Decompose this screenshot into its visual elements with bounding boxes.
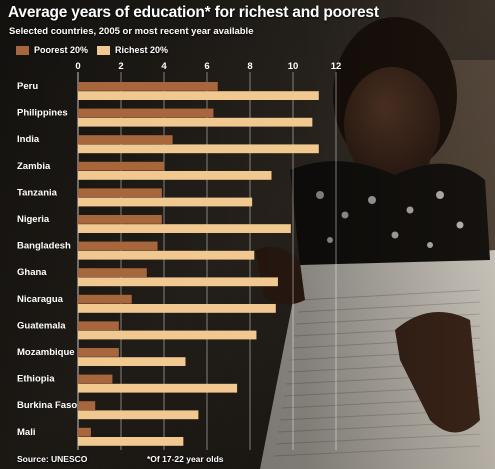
category-label: Ethiopia [17, 374, 55, 385]
bar-poorest [78, 427, 91, 437]
category-label: Tanzania [17, 187, 58, 198]
category-label: Nigeria [17, 214, 50, 225]
bar-poorest [78, 401, 96, 410]
category-label: Mozambique [17, 347, 75, 358]
x-tick-label: 8 [247, 61, 252, 72]
x-tick-label: 0 [75, 61, 80, 72]
x-tick-label: 10 [288, 61, 299, 72]
category-labels: Peru Philippines India Zambia Tanzania Nigeri… [17, 81, 77, 438]
bar-poorest [78, 268, 147, 277]
legend-swatch-poorest [16, 45, 29, 55]
legend-item-richest: Richest 20% [97, 45, 168, 55]
bar-richest [78, 197, 253, 207]
bar-richest [78, 330, 257, 340]
x-axis-ticks: 0 2 4 6 8 10 12 [75, 61, 341, 72]
bar-richest [78, 277, 278, 287]
bar-poorest [78, 108, 214, 118]
bar-poorest [78, 135, 173, 144]
bar-richest [78, 383, 238, 393]
bar-poorest [78, 161, 164, 171]
x-tick-label: 4 [161, 61, 167, 72]
footnote: *Of 17-22 year olds [147, 454, 224, 464]
legend-label-richest: Richest 20% [115, 45, 169, 55]
bar-richest [78, 171, 272, 180]
category-label: Ghana [17, 267, 47, 278]
bar-richest [78, 410, 199, 420]
bar-richest [78, 224, 291, 233]
bar-poorest [78, 215, 162, 224]
category-label: Nicaragua [17, 294, 64, 305]
bar-poorest [78, 241, 158, 251]
bar-poorest [78, 294, 132, 304]
category-label: Burkina Faso [17, 400, 77, 411]
bar-richest [78, 357, 186, 366]
bar-richest [78, 117, 313, 127]
bar-poorest [78, 82, 218, 91]
x-tick-label: 6 [204, 61, 209, 72]
x-tick-label: 12 [331, 61, 342, 72]
bar-poorest [78, 348, 119, 357]
bar-richest [78, 304, 276, 313]
category-label: Bangladesh [17, 241, 71, 252]
bar-richest [78, 144, 319, 154]
category-label: India [17, 134, 40, 145]
chart-subtitle: Selected countries, 2005 or most recent … [9, 26, 254, 37]
bar-richest [78, 91, 319, 100]
legend-swatch-richest [97, 45, 110, 55]
category-label: Zambia [17, 161, 51, 172]
category-label: Peru [17, 81, 38, 92]
x-tick-label: 2 [118, 61, 123, 72]
bar-richest [78, 250, 255, 260]
source-note: Source: UNESCO [17, 454, 88, 464]
chart-title: Average years of education* for richest … [8, 4, 379, 21]
category-label: Guatemala [17, 320, 66, 331]
bars [78, 82, 319, 446]
legend-item-poorest: Poorest 20% [16, 45, 88, 55]
bar-poorest [78, 321, 119, 331]
gridlines [77, 72, 337, 450]
bar-poorest [78, 188, 162, 198]
bar-richest [78, 437, 184, 446]
bar-poorest [78, 374, 113, 384]
category-label: Mali [17, 427, 35, 438]
legend-label-poorest: Poorest 20% [34, 45, 89, 55]
category-label: Philippines [17, 108, 68, 119]
